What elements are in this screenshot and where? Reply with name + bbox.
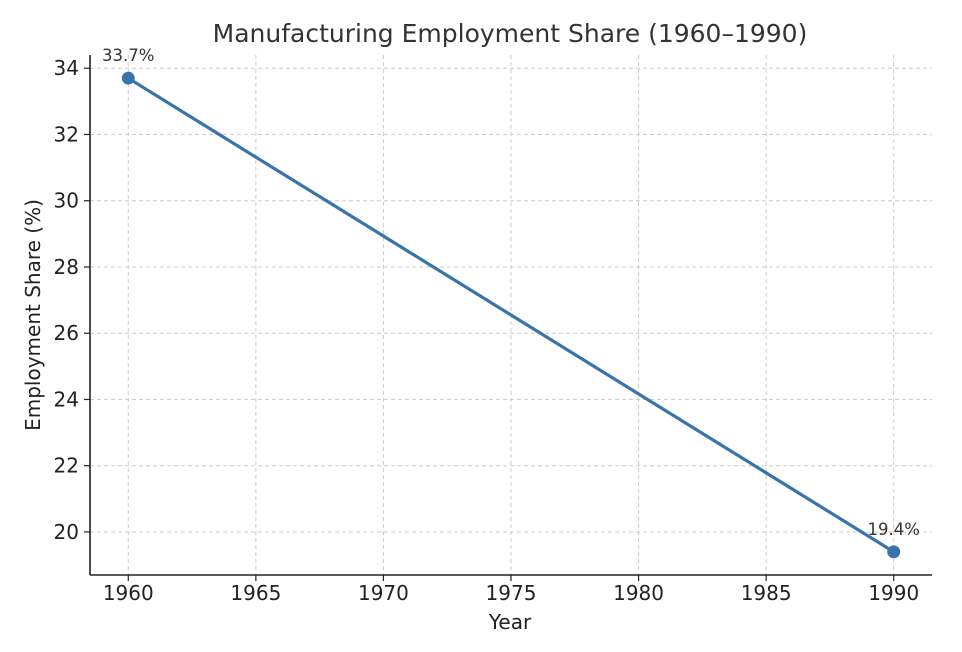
- x-tick-label: 1990: [868, 581, 919, 605]
- series-layer: 33.7% 19.4%: [102, 46, 920, 559]
- y-tick-label: 26: [54, 321, 79, 345]
- x-tick-label: 1980: [613, 581, 664, 605]
- data-point: [887, 545, 901, 559]
- y-tick-label: 28: [54, 255, 79, 279]
- y-tick-label: 34: [54, 56, 79, 80]
- y-tick-label: 20: [54, 520, 79, 544]
- x-axis-title: Year: [488, 610, 532, 634]
- data-label: 19.4%: [868, 520, 920, 539]
- x-tick-label: 1970: [358, 581, 409, 605]
- y-tick-label: 30: [54, 189, 79, 213]
- series-line: [127, 76, 895, 554]
- y-tick-label: 22: [54, 454, 79, 478]
- y-tick-label: 24: [54, 387, 79, 411]
- x-tick-label: 1985: [741, 581, 792, 605]
- x-tick-label: 1965: [230, 581, 281, 605]
- data-label: 33.7%: [102, 46, 154, 65]
- y-tick-label: 32: [54, 122, 79, 146]
- y-grid: [90, 67, 932, 533]
- x-tick-label: 1975: [486, 581, 537, 605]
- chart-title: Manufacturing Employment Share (1960–199…: [213, 19, 808, 48]
- data-point: [121, 71, 135, 85]
- x-tick-label: 1960: [103, 581, 154, 605]
- x-axis-ticks: 1960 1965 1970 1975 1980 1985 1990: [103, 575, 919, 605]
- y-axis-title: Employment Share (%): [21, 199, 45, 431]
- y-axis-ticks: 20 22 24 26 28 30 32 34: [54, 56, 90, 544]
